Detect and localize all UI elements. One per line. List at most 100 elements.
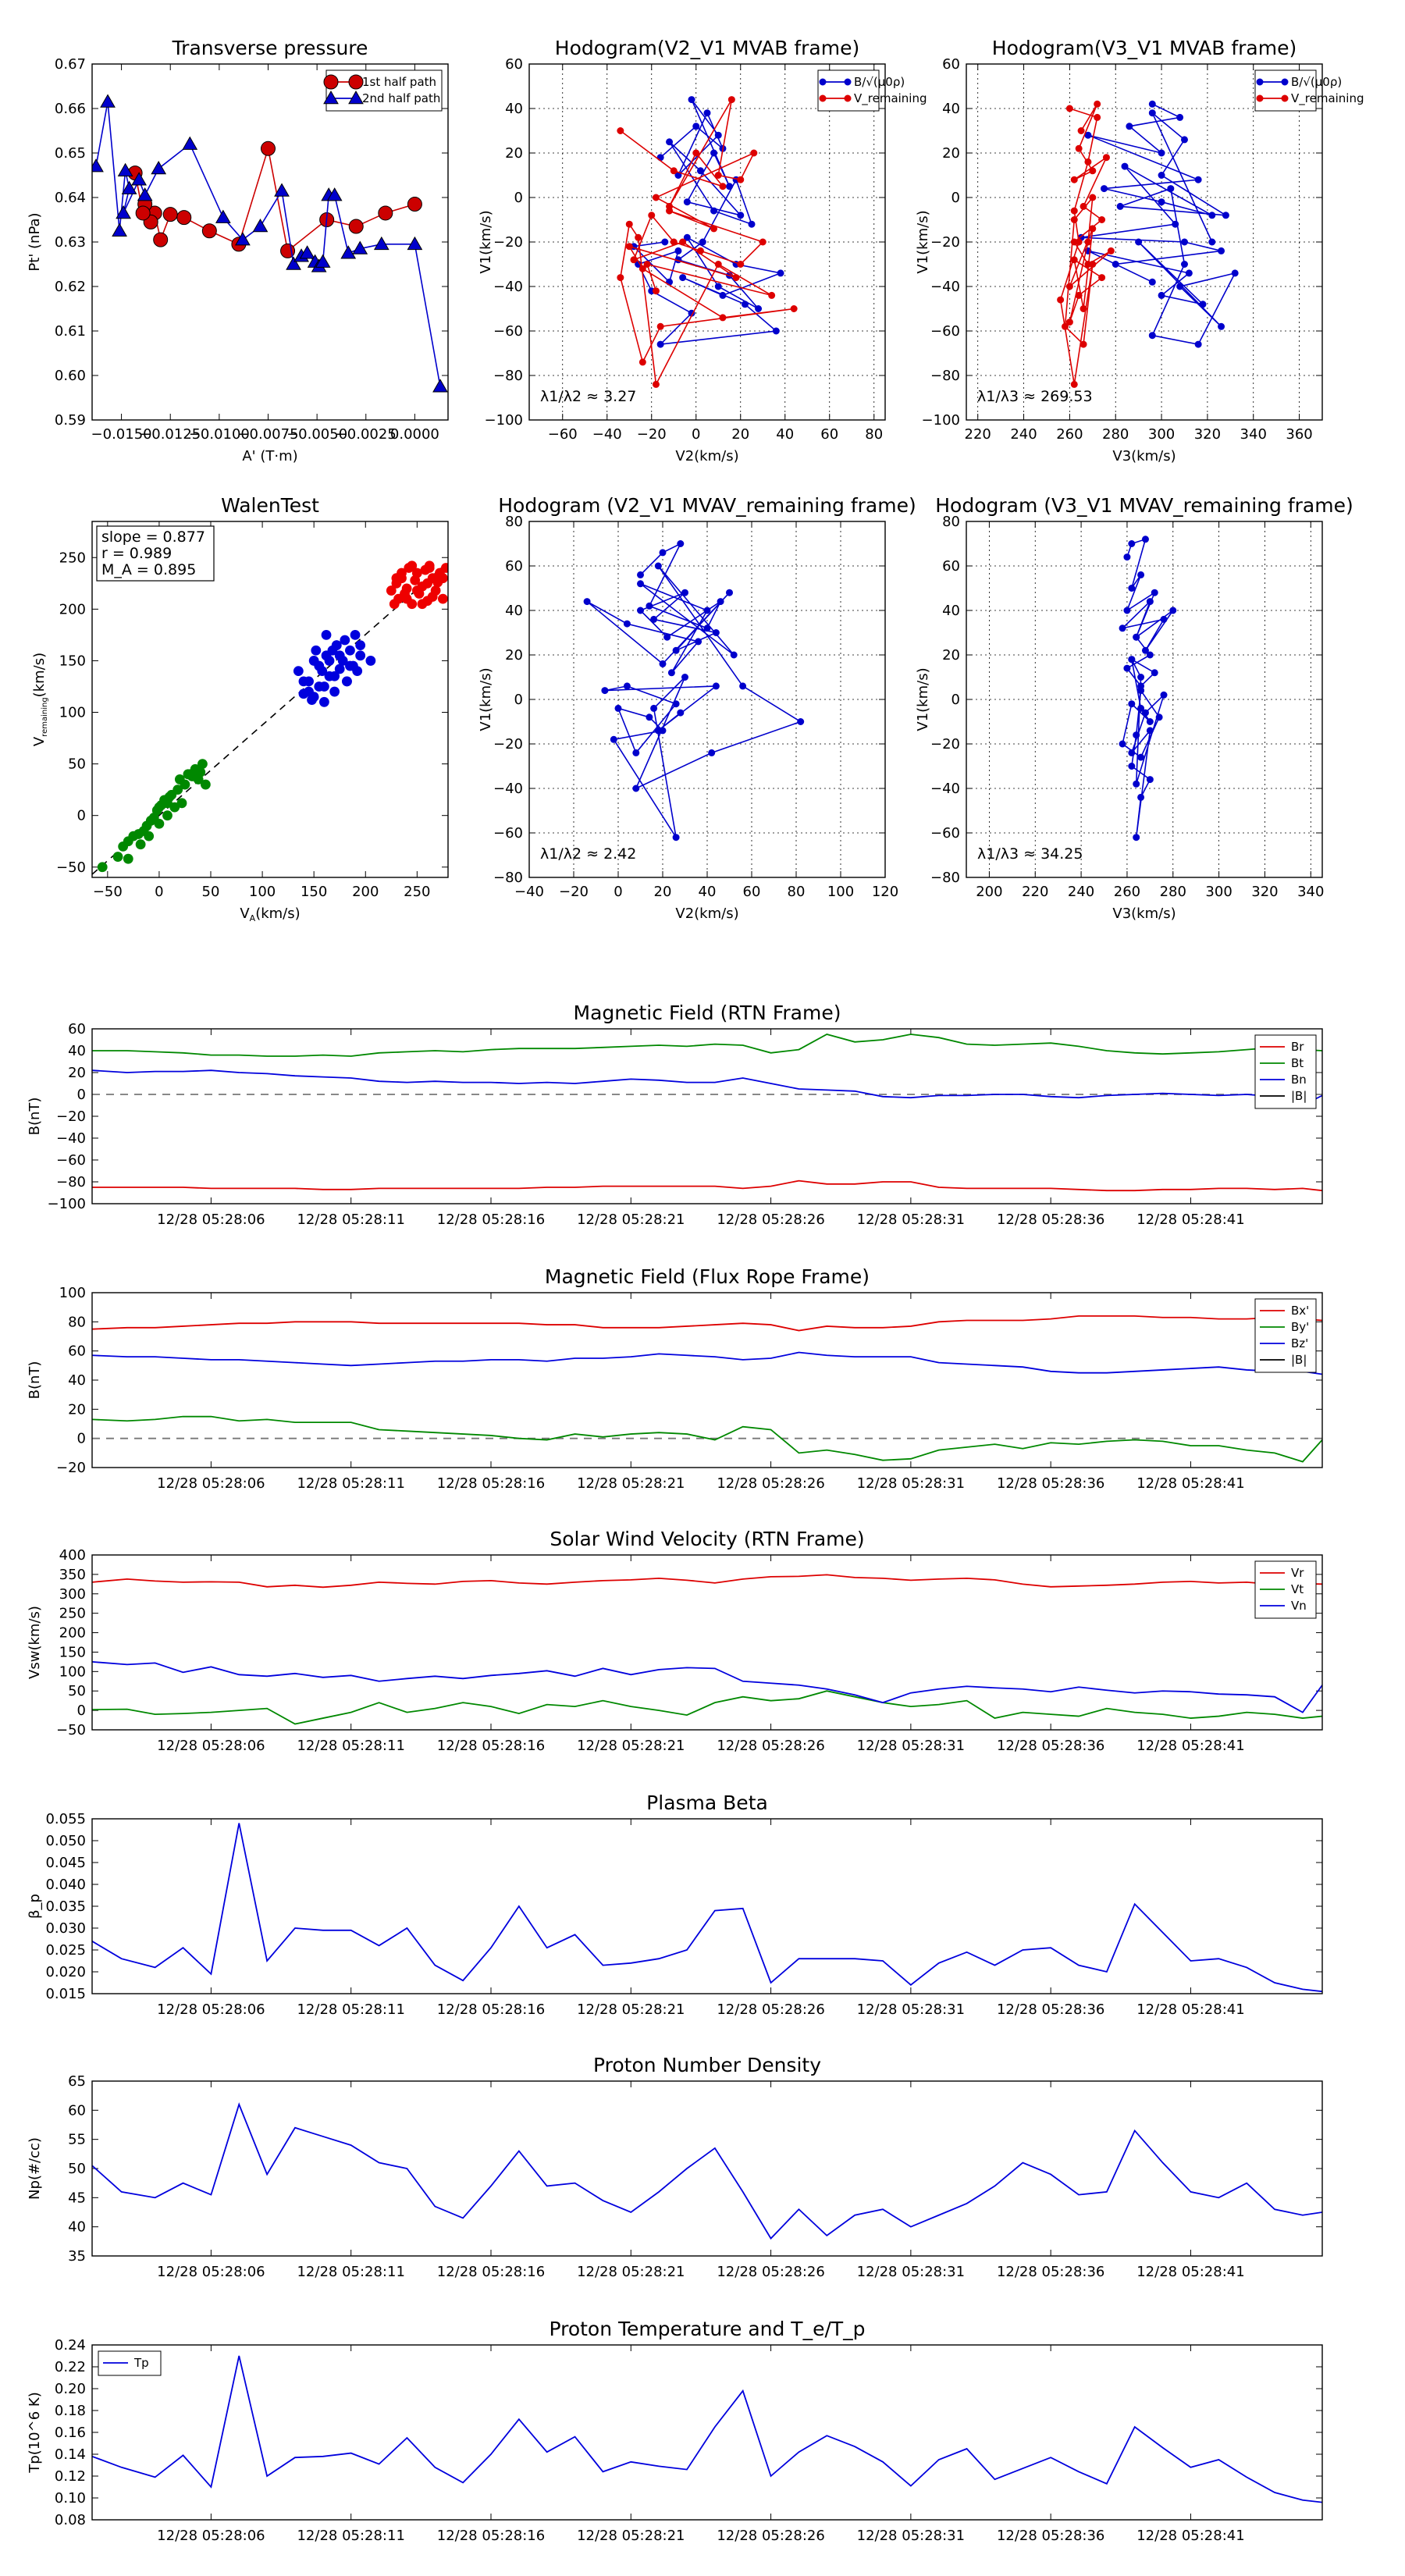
x-tick-label: 12/28 05:28:26 (717, 1212, 824, 1228)
data-point (748, 220, 756, 228)
data-point (712, 629, 720, 636)
y-axis-label: Vremaining(km/s) (31, 653, 49, 746)
data-point (666, 207, 674, 215)
x-tick-label: −40 (514, 884, 544, 900)
legend-label-Vr: Vr (1291, 1566, 1304, 1580)
data-point (1119, 740, 1126, 748)
data-point (719, 291, 727, 299)
y-tick-label: 0 (514, 190, 523, 206)
y-tick-label: 0.67 (55, 56, 86, 73)
y-tick-label: 40 (505, 101, 523, 117)
y-tick-label: 0 (77, 1087, 86, 1103)
x-tick-label: 80 (865, 426, 883, 443)
data-point (681, 674, 688, 681)
series-line-Br (92, 1179, 1322, 1192)
data-point (154, 818, 165, 829)
x-tick-label: 200 (352, 884, 379, 900)
y-tick-label: −100 (48, 1196, 86, 1212)
data-point (311, 645, 322, 656)
data-point (176, 210, 192, 226)
data-point (1128, 749, 1136, 756)
data-point (1146, 718, 1154, 725)
x-tick-label: 100 (827, 884, 854, 900)
x-tick-label: 80 (788, 884, 806, 900)
data-point (630, 256, 638, 264)
data-point (719, 314, 727, 322)
data-point (635, 233, 642, 241)
data-point (260, 141, 276, 156)
data-point (719, 183, 727, 190)
data-point (1146, 776, 1154, 784)
y-axis-label: Tp(10^6 K) (27, 2392, 43, 2473)
data-point (1084, 238, 1092, 246)
legend-label-B/√(μ0ρ): B/√(μ0ρ) (1291, 75, 1342, 89)
x-tick-label: 20 (654, 884, 672, 900)
data-point (659, 660, 667, 667)
data-point (1194, 340, 1202, 348)
data-point (1146, 651, 1154, 659)
x-tick-label: 12/28 05:28:36 (997, 2528, 1104, 2544)
x-tick-label: 12/28 05:28:26 (717, 1738, 824, 1754)
y-tick-label: 100 (59, 1285, 86, 1301)
plot-area (1119, 535, 1177, 841)
y-tick-label: 60 (68, 1021, 86, 1037)
data-point (777, 269, 784, 277)
x-tick-label: 150 (301, 884, 327, 900)
data-point (1151, 589, 1158, 596)
legend-marker (1256, 78, 1264, 86)
x-tick-label: 12/28 05:28:31 (857, 2001, 965, 2018)
data-point (1167, 185, 1175, 193)
y-axis-label: Vsw(km/s) (27, 1606, 43, 1679)
x-tick-label: 240 (1068, 884, 1094, 900)
data-point (737, 176, 745, 183)
data-point (661, 238, 669, 246)
x-tick-label: 12/28 05:28:16 (437, 1212, 545, 1228)
data-point (195, 767, 206, 777)
y-tick-label: 0.65 (55, 145, 86, 162)
y-tick-label: −60 (493, 323, 523, 340)
data-point (437, 573, 448, 584)
y-tick-label: 0.18 (55, 2403, 86, 2419)
data-point (200, 779, 211, 790)
data-point (1141, 646, 1149, 654)
data-point (1128, 656, 1136, 664)
y-tick-label: 55 (68, 2132, 86, 2148)
x-tick-label: 12/28 05:28:06 (157, 2528, 265, 2544)
x-tick-label: 220 (965, 426, 991, 443)
legend-label-Vn: Vn (1291, 1599, 1307, 1613)
data-point (1146, 727, 1154, 735)
series-line-V (586, 542, 802, 838)
data-point (318, 696, 329, 707)
data-point (1102, 154, 1110, 162)
y-tick-label: 350 (59, 1567, 86, 1583)
data-point (637, 607, 644, 614)
plot-frame (91, 1292, 1323, 1468)
legend-marker (844, 78, 852, 86)
x-tick-label: 12/28 05:28:21 (577, 2001, 685, 2018)
legend-marker (348, 74, 364, 90)
x-tick-label: 12/28 05:28:26 (717, 1475, 824, 1492)
x-tick-label: 0.0000 (390, 426, 439, 443)
y-tick-label: −100 (922, 412, 960, 429)
data-point (759, 238, 767, 246)
x-tick-label: 12/28 05:28:41 (1136, 1212, 1244, 1228)
legend-label-2nd half path: 2nd half path (362, 91, 440, 105)
data-point (654, 727, 662, 735)
y-axis-label: B(nT) (27, 1098, 43, 1136)
data-point (679, 238, 687, 246)
data-point (656, 322, 664, 330)
legend-marker (844, 94, 852, 102)
plot-area (92, 94, 448, 393)
data-point (714, 261, 722, 268)
data-point (378, 205, 393, 221)
legend-label-Vt: Vt (1291, 1582, 1304, 1596)
x-tick-label: 12/28 05:28:41 (1136, 1475, 1244, 1492)
data-point (696, 247, 704, 254)
data-point (617, 127, 624, 134)
legend-label-V_remaining: V_remaining (1291, 91, 1364, 106)
data-point (601, 687, 609, 695)
stats-frame (96, 525, 215, 582)
data-point (1141, 709, 1149, 717)
data-point (1123, 553, 1131, 561)
data-point (696, 167, 704, 175)
